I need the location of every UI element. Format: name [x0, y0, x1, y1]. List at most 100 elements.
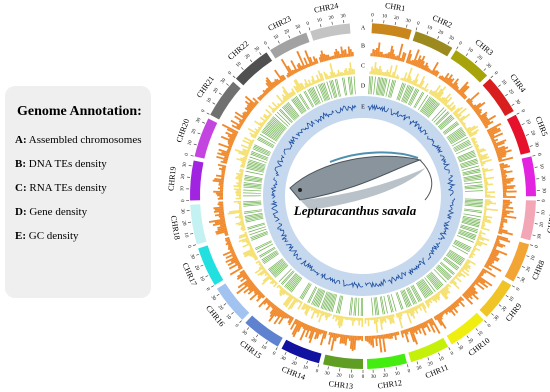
gene-bar: [292, 98, 304, 114]
chromosome-arc: [521, 156, 537, 197]
dna-te-bar: [493, 139, 507, 146]
dna-te-bar: [261, 93, 265, 98]
dna-te-bar: [497, 154, 507, 159]
gene-bar: [458, 154, 476, 162]
rna-te-bar: [413, 306, 419, 315]
rna-te-bar: [409, 308, 416, 319]
rna-te-bar: [238, 214, 243, 217]
tick-mark: [415, 27, 418, 31]
dna-te-bar: [487, 127, 498, 134]
dna-te-bar: [440, 311, 445, 316]
rna-te-bar: [473, 143, 477, 146]
gene-bar: [357, 297, 360, 316]
gene-bar: [412, 284, 423, 301]
dna-te-bar: [453, 302, 458, 308]
dna-te-bar: [273, 310, 284, 325]
dna-te-bar: [274, 308, 282, 318]
tick-mark: [448, 347, 451, 351]
gene-bar: [259, 247, 276, 258]
chromosome-arc: [190, 204, 207, 245]
gene-bar: [373, 76, 376, 95]
gene-bar: [320, 83, 328, 101]
rna-te-bar: [325, 312, 330, 321]
tick-label: 30: [520, 277, 527, 284]
rna-te-bar: [355, 317, 358, 320]
chromosome-arc: [310, 23, 351, 41]
rna-te-bar: [238, 187, 242, 189]
gene-bar: [462, 171, 481, 176]
dna-te-bar: [226, 149, 231, 153]
dna-te-bar: [218, 182, 224, 185]
dna-te-bar: [236, 125, 242, 129]
gene-bar: [463, 177, 482, 181]
dna-te-bar: [501, 213, 507, 216]
rna-te-bar: [463, 125, 467, 129]
dna-te-bar: [221, 173, 225, 176]
dna-te-bar: [237, 278, 251, 289]
dna-te-bar: [442, 310, 446, 314]
tick-mark: [277, 40, 280, 44]
dna-te-bar: [234, 260, 240, 265]
gene-bar: [258, 136, 275, 146]
tick-mark: [498, 304, 502, 307]
rna-te-bar: [321, 311, 325, 317]
rna-te-bar: [472, 248, 476, 251]
gene-bar: [270, 119, 285, 132]
gene-bar: [464, 199, 483, 202]
tick-mark: [505, 295, 509, 298]
rna-te-bar: [482, 168, 489, 171]
dna-te-bar: [347, 335, 350, 339]
gene-bar: [396, 82, 404, 100]
dna-te-bar: [415, 55, 422, 67]
rna-te-bar: [424, 88, 428, 92]
dna-te-bar: [439, 312, 444, 318]
rna-te-bar: [288, 92, 293, 98]
dna-te-bar: [494, 241, 506, 247]
gene-bar: [431, 107, 445, 121]
gene-bar: [442, 258, 458, 271]
dna-te-bar: [378, 334, 383, 353]
rna-te-bar: [302, 303, 307, 311]
dna-te-bar: [441, 76, 445, 81]
gene-bar: [462, 215, 481, 221]
rna-te-bar: [265, 108, 273, 116]
dna-te-bar: [287, 316, 293, 324]
dna-te-bar: [273, 81, 278, 86]
rna-te-bar: [404, 310, 407, 314]
gene-bar: [402, 289, 411, 307]
tick-label: 10: [530, 255, 537, 262]
rna-te-bar: [276, 284, 281, 289]
rna-te-bar: [435, 86, 447, 100]
gene-bar: [417, 94, 429, 111]
rna-te-bar: [454, 112, 459, 117]
dna-te-bar: [426, 67, 430, 72]
dna-te-bar: [450, 78, 460, 88]
rna-te-bar: [484, 194, 491, 197]
track-label: E: [361, 104, 365, 110]
rna-te-bar: [483, 179, 488, 182]
rna-te-bar: [310, 306, 313, 310]
tick-mark: [505, 93, 508, 97]
tick-mark: [438, 352, 440, 356]
rna-te-bar: [235, 197, 242, 200]
gene-bar: [337, 295, 342, 314]
rna-te-bar: [484, 183, 493, 186]
rna-te-bar: [282, 97, 287, 102]
rna-te-bar: [408, 78, 412, 84]
rna-te-bar: [484, 209, 487, 212]
chromosome-arc: [210, 81, 241, 120]
tick-label: 0: [519, 109, 525, 114]
rna-te-bar: [284, 95, 289, 101]
rna-te-bar: [342, 72, 345, 76]
gene-bar: [247, 162, 266, 168]
dna-te-bar: [454, 86, 460, 92]
rna-te-bar: [398, 312, 403, 320]
dna-te-bar: [494, 243, 504, 248]
dna-te-bar: [261, 295, 266, 299]
rna-te-bar: [353, 317, 356, 322]
rna-te-bar: [482, 171, 486, 174]
dna-te-bar: [455, 299, 460, 304]
gene-bar: [377, 77, 381, 96]
tick-label: 20: [507, 89, 514, 96]
dna-te-bar: [501, 174, 508, 178]
